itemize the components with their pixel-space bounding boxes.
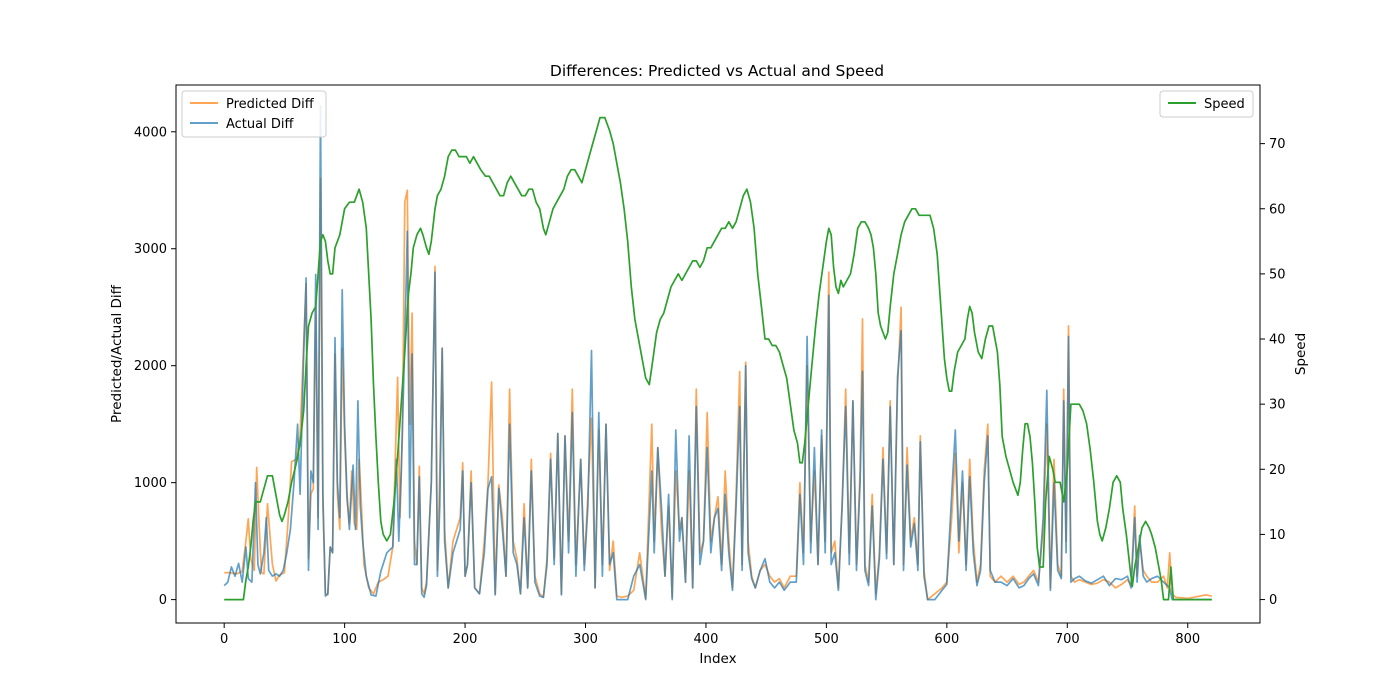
plot-area (175, 84, 1261, 624)
legend-left: Predicted Diff Actual Diff (181, 90, 327, 138)
x-tick-label: 600 (934, 632, 959, 647)
x-axis: 0 100 200 300 400 500 600 700 800 (220, 623, 1200, 647)
y-right-tick-label: 0 (1269, 593, 1277, 608)
x-tick-label: 200 (453, 632, 478, 647)
y-axis-right: 0 10 20 30 40 50 60 70 (1260, 137, 1286, 608)
x-tick-label: 800 (1175, 632, 1200, 647)
y-left-tick-label: 3000 (134, 242, 167, 257)
x-tick-label: 400 (694, 632, 719, 647)
y-right-tick-label: 50 (1269, 267, 1286, 282)
y-right-tick-label: 60 (1269, 202, 1286, 217)
x-tick-label: 300 (573, 632, 598, 647)
series-layer (223, 105, 1212, 601)
series-line-predicted-diff (224, 177, 1212, 601)
x-tick-label: 700 (1055, 632, 1080, 647)
legend-label-speed: Speed (1204, 97, 1245, 112)
series-line-speed (224, 116, 1212, 601)
legend-right-box (1159, 90, 1254, 118)
legend-label-predicted: Predicted Diff (226, 97, 315, 112)
x-tick-label: 0 (220, 632, 228, 647)
x-tick-label: 500 (814, 632, 839, 647)
legend-label-actual: Actual Diff (226, 117, 294, 132)
plot-frame (175, 84, 1261, 624)
y-left-tick-label: 1000 (134, 476, 167, 491)
y-right-tick-label: 40 (1269, 333, 1286, 348)
y-axis-label-left: Predicted/Actual Diff (109, 284, 125, 423)
y-right-tick-label: 30 (1269, 398, 1286, 413)
series-line-actual-diff (223, 105, 1212, 601)
y-left-tick-label: 4000 (134, 125, 167, 140)
legend-right: Speed (1159, 90, 1254, 118)
x-axis-label: Index (699, 651, 736, 667)
y-left-tick-label: 0 (159, 593, 167, 608)
chart-title: Differences: Predicted vs Actual and Spe… (550, 62, 884, 80)
y-axis-left: 0 1000 2000 3000 4000 (134, 125, 176, 608)
y-left-tick-label: 2000 (134, 359, 167, 374)
y-axis-label-right: Speed (1293, 333, 1309, 375)
y-right-tick-label: 10 (1269, 528, 1286, 543)
y-right-tick-label: 70 (1269, 137, 1286, 152)
y-right-tick-label: 20 (1269, 463, 1286, 478)
x-tick-label: 100 (332, 632, 357, 647)
